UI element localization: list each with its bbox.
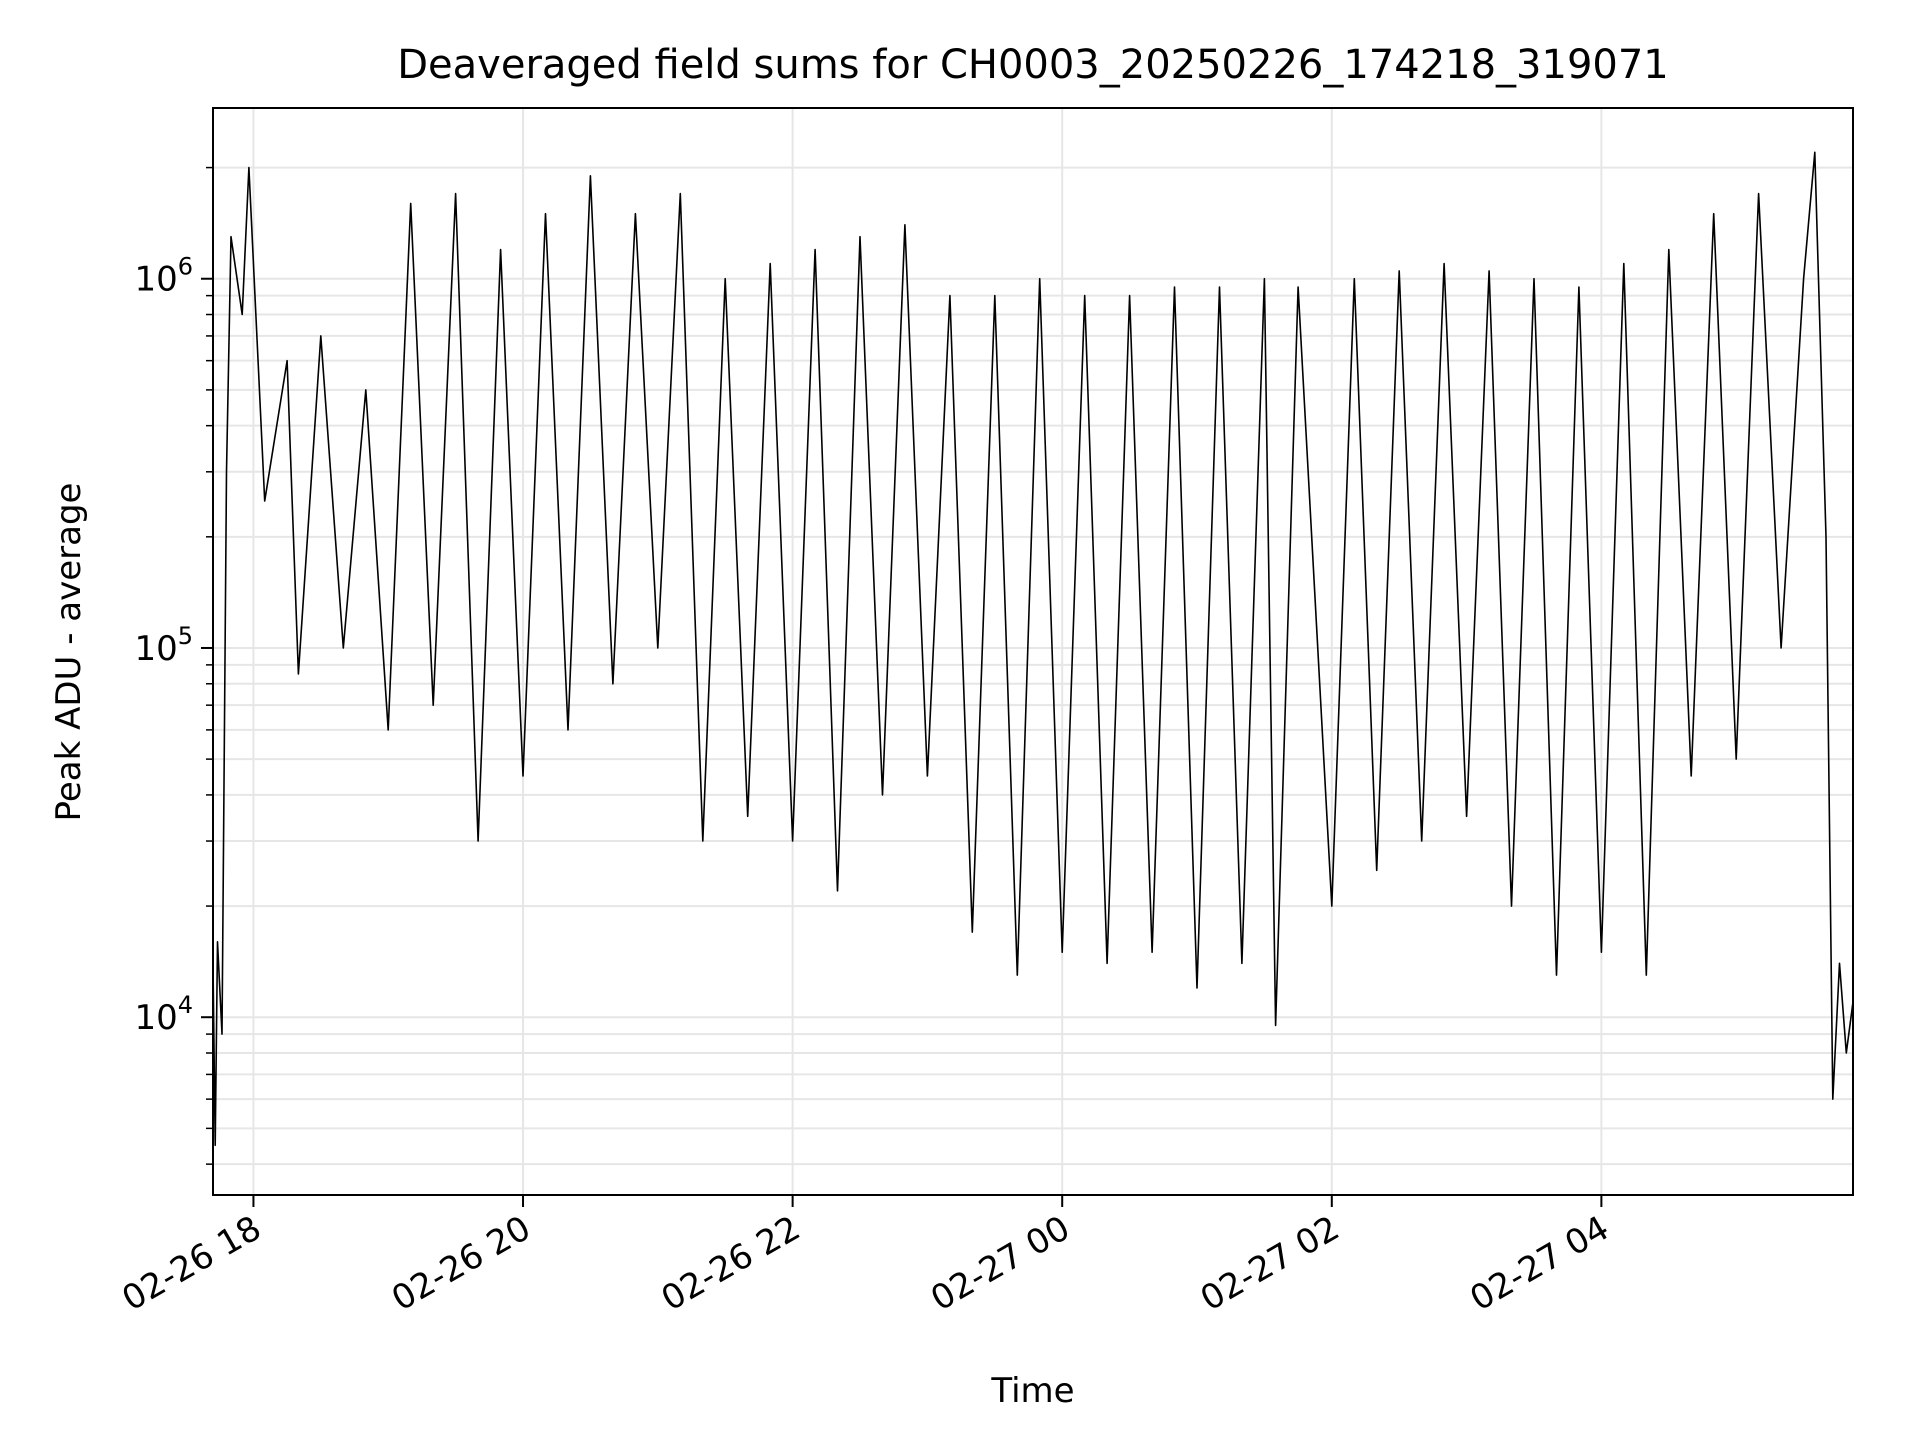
series-layer — [212, 151, 1854, 1147]
y-axis-label: Peak ADU - average — [49, 483, 89, 822]
x-axis-label: Time — [990, 1371, 1074, 1411]
series-line-0 — [212, 151, 1854, 1147]
chart-title: Deaveraged field sums for CH0003_2025022… — [397, 42, 1669, 88]
y-tick-label: 106 — [134, 253, 193, 300]
y-tick-label: 104 — [134, 991, 193, 1038]
plot-frame — [212, 107, 1854, 1196]
y-tick-label: 105 — [134, 622, 193, 669]
